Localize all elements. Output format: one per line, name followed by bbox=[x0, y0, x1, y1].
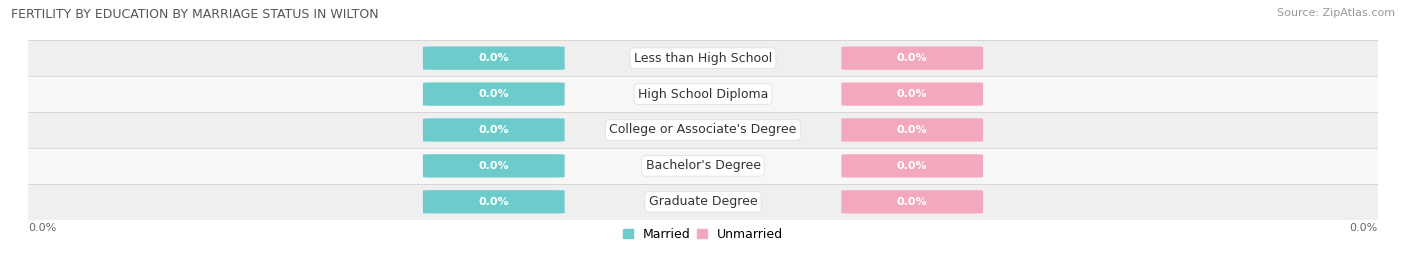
Text: 0.0%: 0.0% bbox=[897, 161, 928, 171]
Text: 0.0%: 0.0% bbox=[478, 197, 509, 207]
Text: Less than High School: Less than High School bbox=[634, 52, 772, 65]
FancyBboxPatch shape bbox=[423, 154, 565, 178]
Legend: Married, Unmarried: Married, Unmarried bbox=[619, 223, 787, 246]
FancyBboxPatch shape bbox=[423, 190, 565, 214]
Text: 0.0%: 0.0% bbox=[478, 161, 509, 171]
Text: FERTILITY BY EDUCATION BY MARRIAGE STATUS IN WILTON: FERTILITY BY EDUCATION BY MARRIAGE STATU… bbox=[11, 8, 378, 21]
FancyBboxPatch shape bbox=[841, 190, 983, 214]
Bar bbox=[28, 148, 1378, 184]
Text: Bachelor's Degree: Bachelor's Degree bbox=[645, 159, 761, 172]
Text: 0.0%: 0.0% bbox=[1350, 223, 1378, 233]
FancyBboxPatch shape bbox=[841, 118, 983, 142]
FancyBboxPatch shape bbox=[423, 118, 565, 142]
FancyBboxPatch shape bbox=[841, 82, 983, 106]
Text: High School Diploma: High School Diploma bbox=[638, 88, 768, 100]
Bar bbox=[28, 76, 1378, 112]
Text: College or Associate's Degree: College or Associate's Degree bbox=[609, 124, 797, 136]
Text: Source: ZipAtlas.com: Source: ZipAtlas.com bbox=[1277, 8, 1395, 18]
FancyBboxPatch shape bbox=[841, 154, 983, 178]
Bar bbox=[28, 112, 1378, 148]
Bar bbox=[28, 40, 1378, 76]
Text: 0.0%: 0.0% bbox=[478, 53, 509, 63]
Text: Graduate Degree: Graduate Degree bbox=[648, 195, 758, 208]
Bar bbox=[28, 184, 1378, 220]
FancyBboxPatch shape bbox=[423, 46, 565, 70]
Text: 0.0%: 0.0% bbox=[478, 125, 509, 135]
FancyBboxPatch shape bbox=[423, 82, 565, 106]
FancyBboxPatch shape bbox=[841, 46, 983, 70]
Text: 0.0%: 0.0% bbox=[897, 53, 928, 63]
Text: 0.0%: 0.0% bbox=[478, 89, 509, 99]
Text: 0.0%: 0.0% bbox=[897, 125, 928, 135]
Text: 0.0%: 0.0% bbox=[897, 197, 928, 207]
Text: 0.0%: 0.0% bbox=[897, 89, 928, 99]
Text: 0.0%: 0.0% bbox=[28, 223, 56, 233]
